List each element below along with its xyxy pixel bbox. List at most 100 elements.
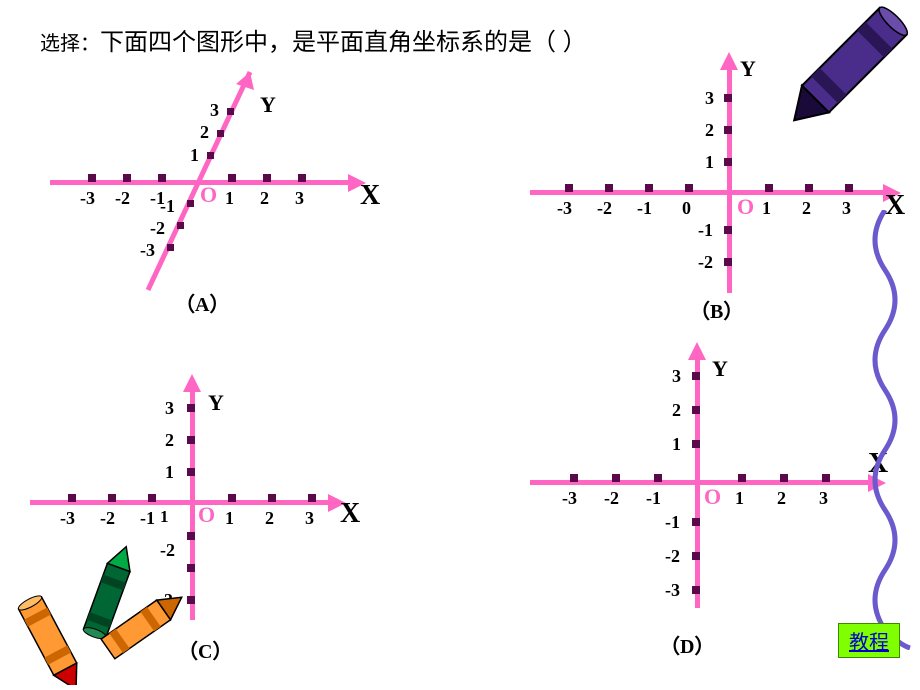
tick (724, 226, 732, 234)
question-body: 下面四个图形中，是平面直角坐标系的是（ ） (100, 29, 587, 56)
num: -3 (60, 508, 75, 529)
tick (692, 518, 700, 526)
num: -2 (698, 252, 713, 273)
tick (187, 436, 195, 444)
num: 2 (265, 508, 274, 529)
tick (268, 494, 276, 502)
num: 1 (672, 434, 681, 455)
tick (738, 474, 746, 482)
tick (692, 586, 700, 594)
num: 0 (682, 198, 691, 219)
num: 3 (672, 366, 681, 387)
tick (228, 174, 236, 182)
num: 1 (160, 507, 169, 527)
num: 1 (705, 152, 714, 173)
b-y-arrow (720, 52, 738, 70)
num: -2 (604, 488, 619, 509)
d-option-label: （D） (660, 630, 714, 659)
b-origin: O (737, 194, 754, 220)
num: 2 (672, 400, 681, 421)
tick (123, 174, 131, 182)
d-x-axis (530, 480, 870, 485)
num: 3 (842, 198, 851, 219)
tick (187, 468, 195, 476)
tick (805, 184, 813, 192)
crayons-bottom-left-icon (0, 535, 195, 685)
num: -1 (698, 220, 713, 241)
tick (108, 494, 116, 502)
squiggle-decoration (855, 210, 915, 650)
b-option-label: （B） (690, 295, 743, 324)
tutorial-button[interactable]: 教程 (838, 623, 900, 658)
tick (308, 494, 316, 502)
tick (692, 440, 700, 448)
tick (724, 158, 732, 166)
num: 2 (200, 122, 209, 143)
tick (565, 184, 573, 192)
question-prefix: 选择： (40, 33, 100, 55)
num: 3 (305, 508, 314, 529)
c-y-arrow (183, 374, 201, 392)
num: -1 (140, 508, 155, 529)
crayon-top-right-icon (780, 0, 920, 150)
num: -2 (597, 198, 612, 219)
a-x-label: X (360, 180, 380, 212)
num: -3 (562, 488, 577, 509)
tick (158, 174, 166, 182)
tick (692, 552, 700, 560)
tick (605, 184, 613, 192)
tick (724, 126, 732, 134)
a-origin: O (200, 182, 217, 208)
c-x-label: X (340, 498, 360, 530)
num: -1 (637, 198, 652, 219)
tick (654, 474, 662, 482)
num: 3 (819, 488, 828, 509)
panel-d: -3 -2 -1 1 2 3 3 2 1 -1 -2 -3 O X Y （D） (530, 340, 910, 660)
tick (187, 404, 195, 412)
num: 2 (777, 488, 786, 509)
num: 2 (165, 430, 174, 451)
tick (692, 372, 700, 380)
tick (780, 474, 788, 482)
d-y-label: Y (712, 356, 728, 382)
tick (724, 94, 732, 102)
tick (228, 494, 236, 502)
panel-a: -3 -2 -1 1 2 3 1 2 3 -1 -2 -3 O X Y （A） (50, 60, 380, 320)
tick (88, 174, 96, 182)
num: 3 (210, 100, 219, 121)
num: -1 (665, 512, 680, 533)
c-y-label: Y (208, 390, 224, 416)
d-y-arrow (688, 342, 706, 360)
num: 3 (295, 188, 304, 209)
tick (298, 174, 306, 182)
num: -3 (80, 188, 95, 209)
num: 3 (705, 88, 714, 109)
question-text: 选择：下面四个图形中，是平面直角坐标系的是（ ） (40, 22, 587, 57)
tick (724, 258, 732, 266)
tick (692, 406, 700, 414)
a-y-label: Y (260, 92, 276, 118)
num: -1 (646, 488, 661, 509)
tick (612, 474, 620, 482)
num: -1 (160, 196, 175, 217)
tick (68, 494, 76, 502)
tick (570, 474, 578, 482)
c-origin: O (198, 502, 215, 528)
a-option-label: （A） (175, 288, 229, 317)
num: -2 (100, 508, 115, 529)
tick (765, 184, 773, 192)
num: 2 (705, 120, 714, 141)
num: 3 (165, 398, 174, 419)
tick (822, 474, 830, 482)
tick (263, 174, 271, 182)
num: -2 (665, 546, 680, 567)
num: -2 (150, 218, 165, 239)
num: 1 (165, 462, 174, 483)
num: -3 (140, 240, 155, 261)
num: -3 (557, 198, 572, 219)
tick (148, 494, 156, 502)
num: 1 (225, 188, 234, 209)
d-y-axis (695, 358, 700, 608)
num: 1 (225, 508, 234, 529)
num: 1 (735, 488, 744, 509)
